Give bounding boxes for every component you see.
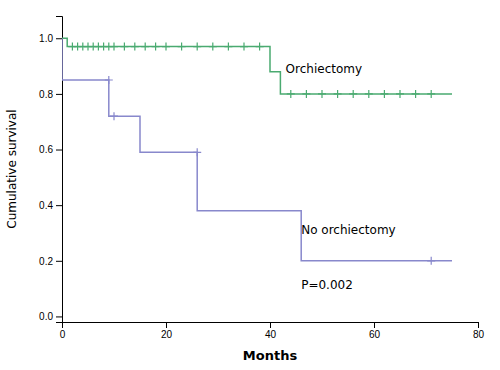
censor-mark xyxy=(224,43,232,51)
x-axis: 0 20 40 60 80 xyxy=(60,322,485,340)
tick: 1.0 xyxy=(39,33,62,44)
tick-mark xyxy=(56,316,62,317)
tick: 40 xyxy=(265,322,277,340)
survival-line xyxy=(62,38,452,261)
tick-label: 0.6 xyxy=(39,144,53,155)
censor-mark xyxy=(193,148,201,156)
censor-mark xyxy=(193,43,201,51)
x-axis-title: Months xyxy=(243,348,298,363)
chart: 0 20 40 60 80 0.0 0.2 0.4 0.6 0.8 1.0 Orchiectomy No… xyxy=(0,0,500,370)
censor-mark xyxy=(110,112,118,120)
tick-mark xyxy=(56,150,62,151)
censor-mark xyxy=(131,43,139,51)
x-axis-line xyxy=(63,323,479,329)
censor-mark xyxy=(302,90,310,98)
tick: 80 xyxy=(473,322,485,340)
tick-label: 0.4 xyxy=(39,200,53,211)
tick-label: 60 xyxy=(369,329,381,340)
tick-label: 0.8 xyxy=(39,89,53,100)
y-axis: 0.0 0.2 0.4 0.6 0.8 1.0 xyxy=(39,17,62,323)
tick-mark xyxy=(478,322,479,328)
tick: 0.4 xyxy=(39,200,62,211)
tick: 0.0 xyxy=(39,311,62,322)
tick-label: 0.0 xyxy=(39,311,53,322)
censor-mark xyxy=(162,43,170,51)
tick-mark xyxy=(166,322,167,328)
tick: 60 xyxy=(369,322,381,340)
censor-mark xyxy=(334,90,342,98)
censor-mark xyxy=(427,90,435,98)
y-axis-title: Cumulative survival xyxy=(5,109,19,228)
censor-mark xyxy=(365,90,373,98)
tick-label: 1.0 xyxy=(39,33,53,44)
annotation: No orchiectomy xyxy=(301,223,396,237)
censor-mark xyxy=(380,90,388,98)
tick-label: 0.2 xyxy=(39,256,53,267)
censor-mark xyxy=(318,90,326,98)
annotations: Orchiectomy No orchiectomy P=0.002 xyxy=(286,62,396,292)
tick-label: 20 xyxy=(161,329,173,340)
censor-mark xyxy=(152,43,160,51)
censor-mark xyxy=(105,76,113,84)
tick-label: 0 xyxy=(60,329,66,340)
marks xyxy=(62,38,452,265)
censor-mark xyxy=(396,90,404,98)
tick: 20 xyxy=(161,322,173,340)
y-axis-line xyxy=(56,17,63,323)
tick-mark xyxy=(56,38,62,39)
tick: 0.8 xyxy=(39,89,62,100)
tick: 0.2 xyxy=(39,256,62,267)
censor-mark xyxy=(427,257,435,265)
survival-line xyxy=(62,38,452,94)
censor-mark xyxy=(120,43,128,51)
censor-mark xyxy=(110,43,118,51)
censor-mark xyxy=(287,90,295,98)
censor-mark xyxy=(178,43,186,51)
censor-mark xyxy=(209,43,217,51)
censor-mark xyxy=(240,43,248,51)
tick: 0.6 xyxy=(39,144,62,155)
censor-mark xyxy=(349,90,357,98)
plot: 0 20 40 60 80 0.0 0.2 0.4 0.6 0.8 1.0 Orchiectomy No… xyxy=(39,17,484,341)
tick-mark xyxy=(374,322,375,328)
censor-mark xyxy=(256,43,264,51)
tick-label: 40 xyxy=(265,329,277,340)
tick-mark xyxy=(56,261,62,262)
censor-mark xyxy=(412,90,420,98)
tick: 0 xyxy=(60,322,66,340)
tick-label: 80 xyxy=(473,329,485,340)
annotation: P=0.002 xyxy=(301,278,353,292)
tick-mark xyxy=(56,94,62,95)
tick-mark xyxy=(270,322,271,328)
censor-mark xyxy=(141,43,149,51)
annotation: Orchiectomy xyxy=(286,62,362,76)
tick-mark xyxy=(56,205,62,206)
